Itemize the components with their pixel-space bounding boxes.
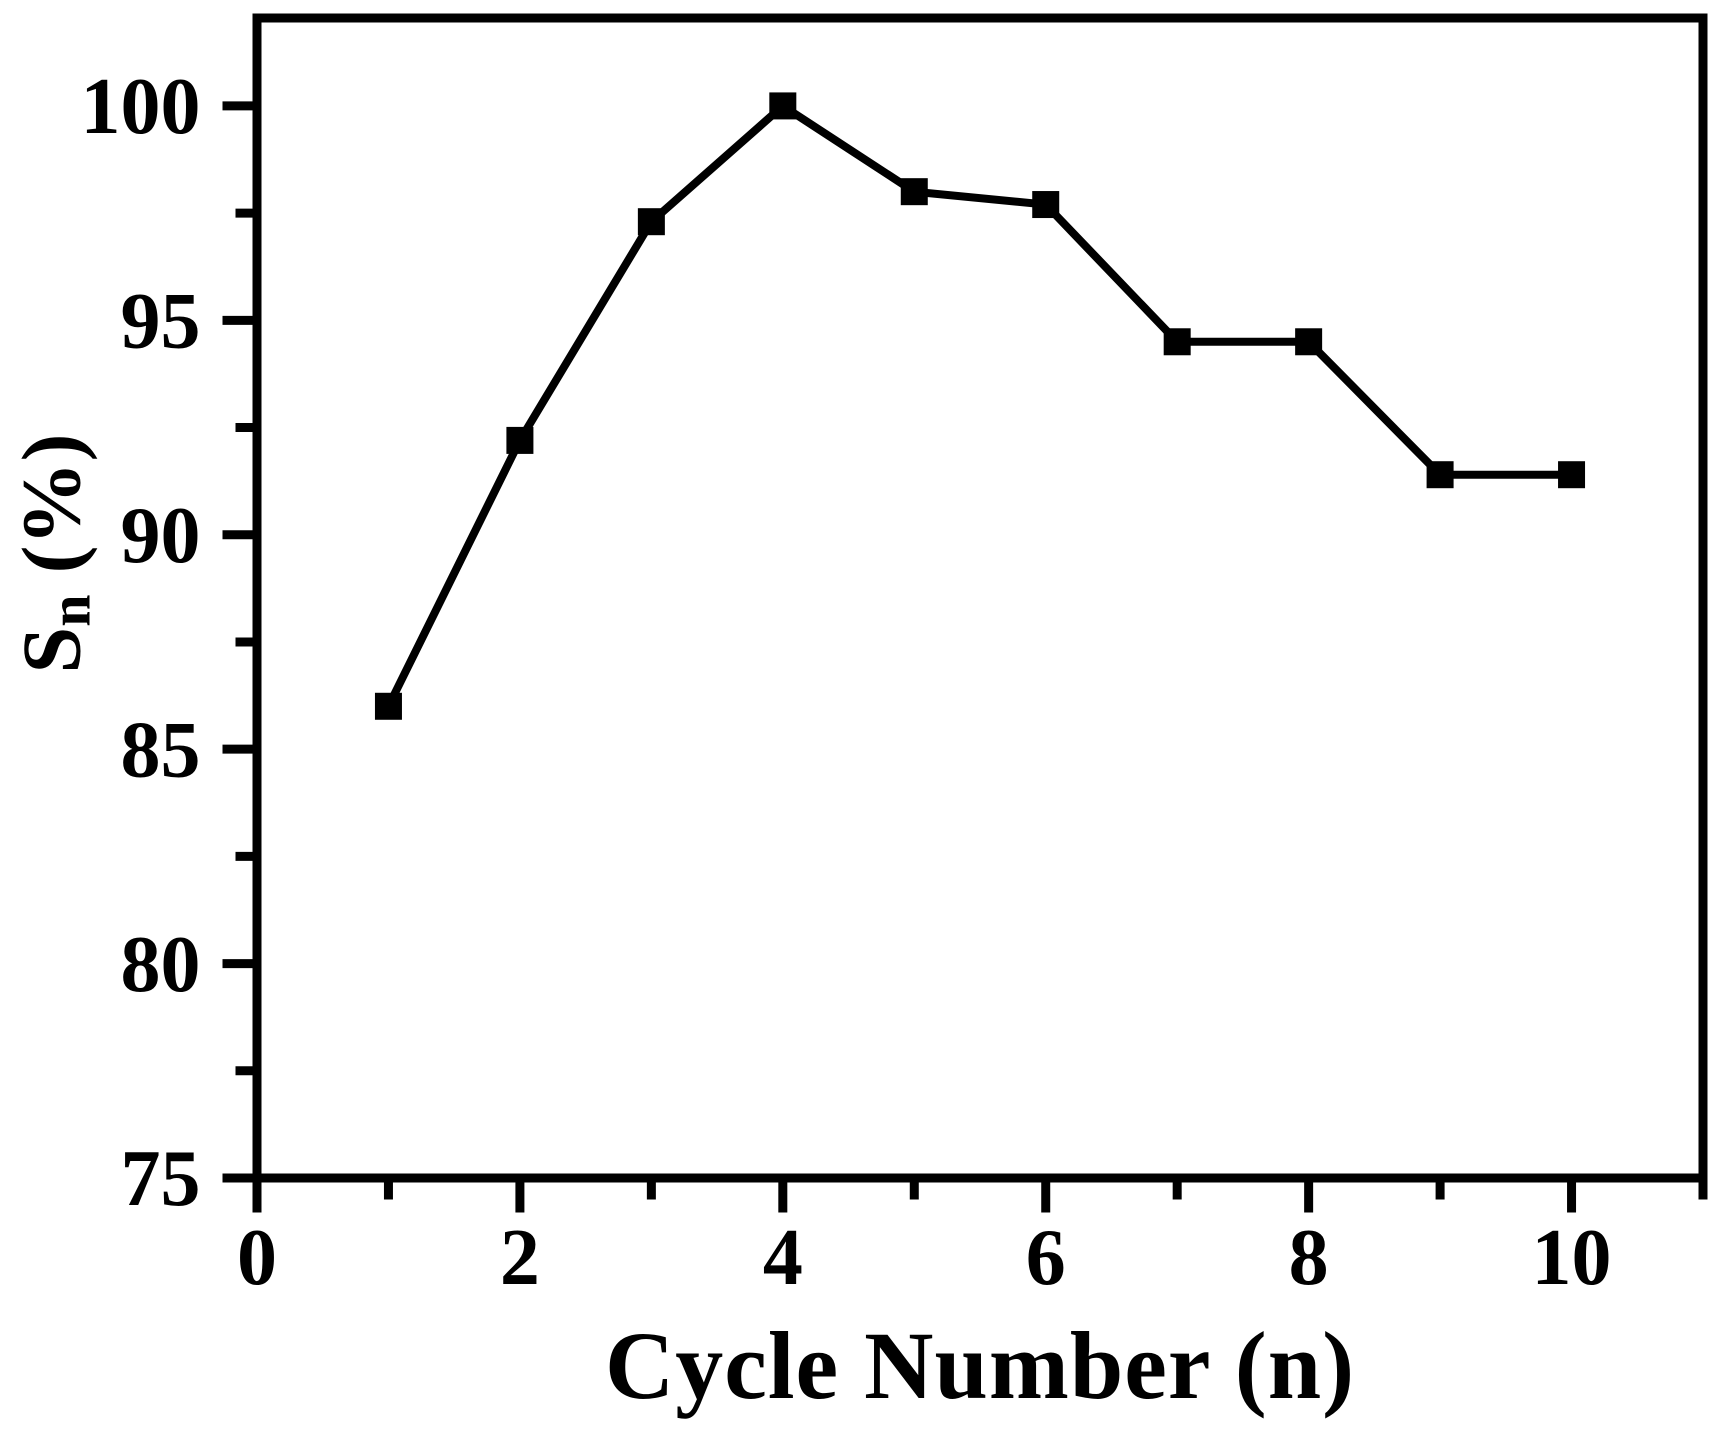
y-axis-title-sub: n [37,594,103,627]
x-tick-label: 4 [763,1214,803,1302]
y-tick-label: 95 [121,278,201,366]
y-axis-title-rest: (%) [5,433,99,595]
plot-border [252,13,1708,1183]
data-series-line [384,100,1572,709]
data-point-marker [1558,461,1586,489]
y-axis-title-main: S [5,626,99,674]
data-point-marker [637,208,665,236]
y-tick-label: 80 [121,921,201,1009]
y-axis-title: Sn (%) [4,354,103,754]
data-point-marker [506,426,534,454]
x-tick-label: 10 [1532,1214,1612,1302]
y-tick-label: 85 [121,706,201,794]
x-tick-label: 0 [237,1214,277,1302]
data-point-marker [1163,328,1191,356]
y-tick-label: 100 [81,63,201,151]
x-tick-label: 8 [1289,1214,1329,1302]
data-point-marker [374,692,402,720]
data-point-marker [769,92,797,120]
y-tick-label: 90 [121,492,201,580]
data-point-marker [900,178,928,206]
data-point-marker [1032,191,1060,219]
x-tick-label: 2 [500,1214,540,1302]
y-tick-label: 75 [121,1135,201,1223]
x-tick-label: 6 [1026,1214,1066,1302]
x-axis-title: Cycle Number (n) [604,1312,1356,1419]
data-point-marker [1426,461,1454,489]
data-point-marker [1295,328,1323,356]
